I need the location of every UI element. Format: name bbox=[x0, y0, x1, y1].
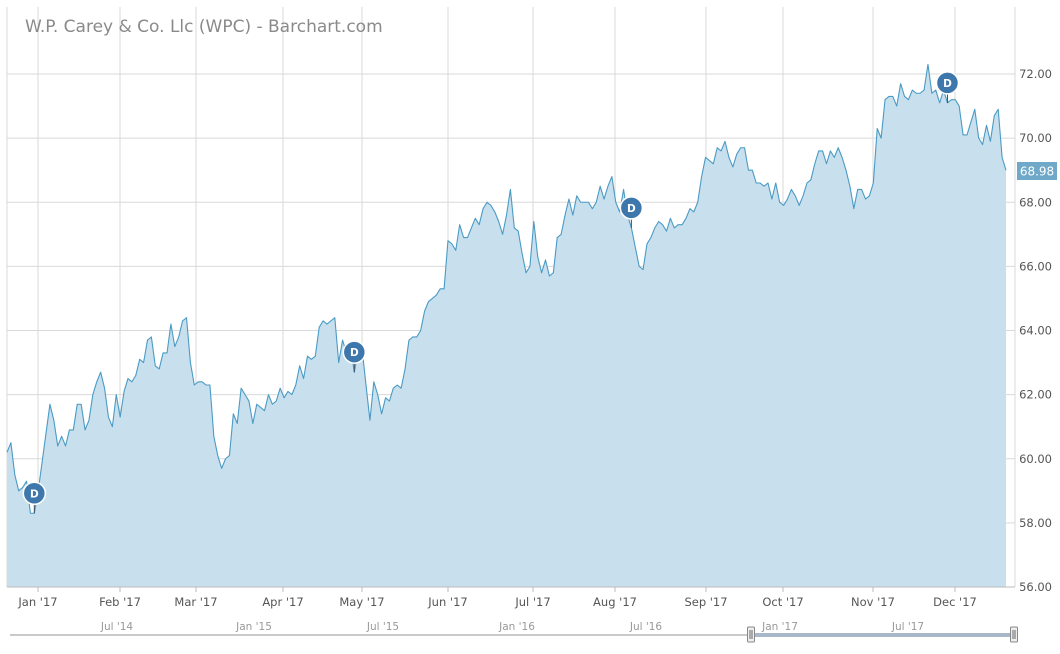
navigator-label: Jul '16 bbox=[629, 621, 663, 633]
y-tick-label: 72.00 bbox=[1019, 67, 1052, 81]
x-tick-label: Jul '17 bbox=[514, 595, 550, 609]
price-line bbox=[6, 63, 1007, 514]
x-tick-label: Apr '17 bbox=[262, 595, 303, 609]
navigator-label: Jul '14 bbox=[100, 621, 134, 633]
dividend-marker bbox=[619, 196, 644, 220]
navigator-track bbox=[10, 634, 1015, 636]
dividend-marker bbox=[935, 71, 960, 95]
dividend-marker bbox=[22, 481, 47, 506]
price-area bbox=[7, 64, 1006, 587]
dividend-marker-label: D bbox=[943, 78, 952, 90]
navigator-selection bbox=[751, 633, 1015, 637]
y-tick-label: 70.00 bbox=[1019, 131, 1052, 145]
x-tick-label: Sep '17 bbox=[684, 595, 727, 609]
x-tick-label: May '17 bbox=[339, 595, 384, 609]
dividend-marker-label: D bbox=[627, 203, 636, 215]
x-tick-label: Mar '17 bbox=[174, 595, 217, 609]
x-tick-label: Nov '17 bbox=[851, 595, 895, 609]
y-tick-label: 58.00 bbox=[1019, 516, 1052, 530]
y-tick-label: 56.00 bbox=[1019, 580, 1052, 594]
x-tick-label: Feb '17 bbox=[99, 595, 141, 609]
chart-title: W.P. Carey & Co. Llc (WPC) - Barchart.co… bbox=[25, 17, 383, 37]
x-tick-label: Dec '17 bbox=[933, 595, 977, 609]
navigator-left-handle bbox=[747, 626, 755, 643]
navigator-label: Jan '17 bbox=[761, 621, 798, 633]
navigator-right-handle bbox=[1010, 626, 1018, 643]
x-tick-label: Aug '17 bbox=[593, 595, 637, 609]
x-tick-label: Oct '17 bbox=[762, 595, 803, 609]
dividend-marker-label: D bbox=[350, 347, 359, 359]
navigator-label: Jul '15 bbox=[366, 621, 399, 633]
y-tick-label: 68.00 bbox=[1019, 195, 1052, 209]
y-tick-label: 66.00 bbox=[1019, 259, 1052, 273]
y-tick-label: 64.00 bbox=[1019, 324, 1052, 338]
navigator-label: Jul '17 bbox=[891, 621, 924, 633]
x-tick-label: Jan '17 bbox=[17, 595, 57, 609]
dividend-marker-label: D bbox=[30, 488, 39, 500]
last-value-badge bbox=[1017, 162, 1057, 180]
navigator-label: Jan '16 bbox=[498, 621, 535, 633]
last-value-label: 68.98 bbox=[1020, 165, 1054, 179]
dividend-marker bbox=[342, 340, 367, 364]
navigator-label: Jan '15 bbox=[235, 621, 272, 633]
y-tick-label: 62.00 bbox=[1019, 388, 1052, 402]
x-tick-label: Jun '17 bbox=[427, 595, 467, 609]
y-tick-label: 60.00 bbox=[1019, 452, 1052, 466]
